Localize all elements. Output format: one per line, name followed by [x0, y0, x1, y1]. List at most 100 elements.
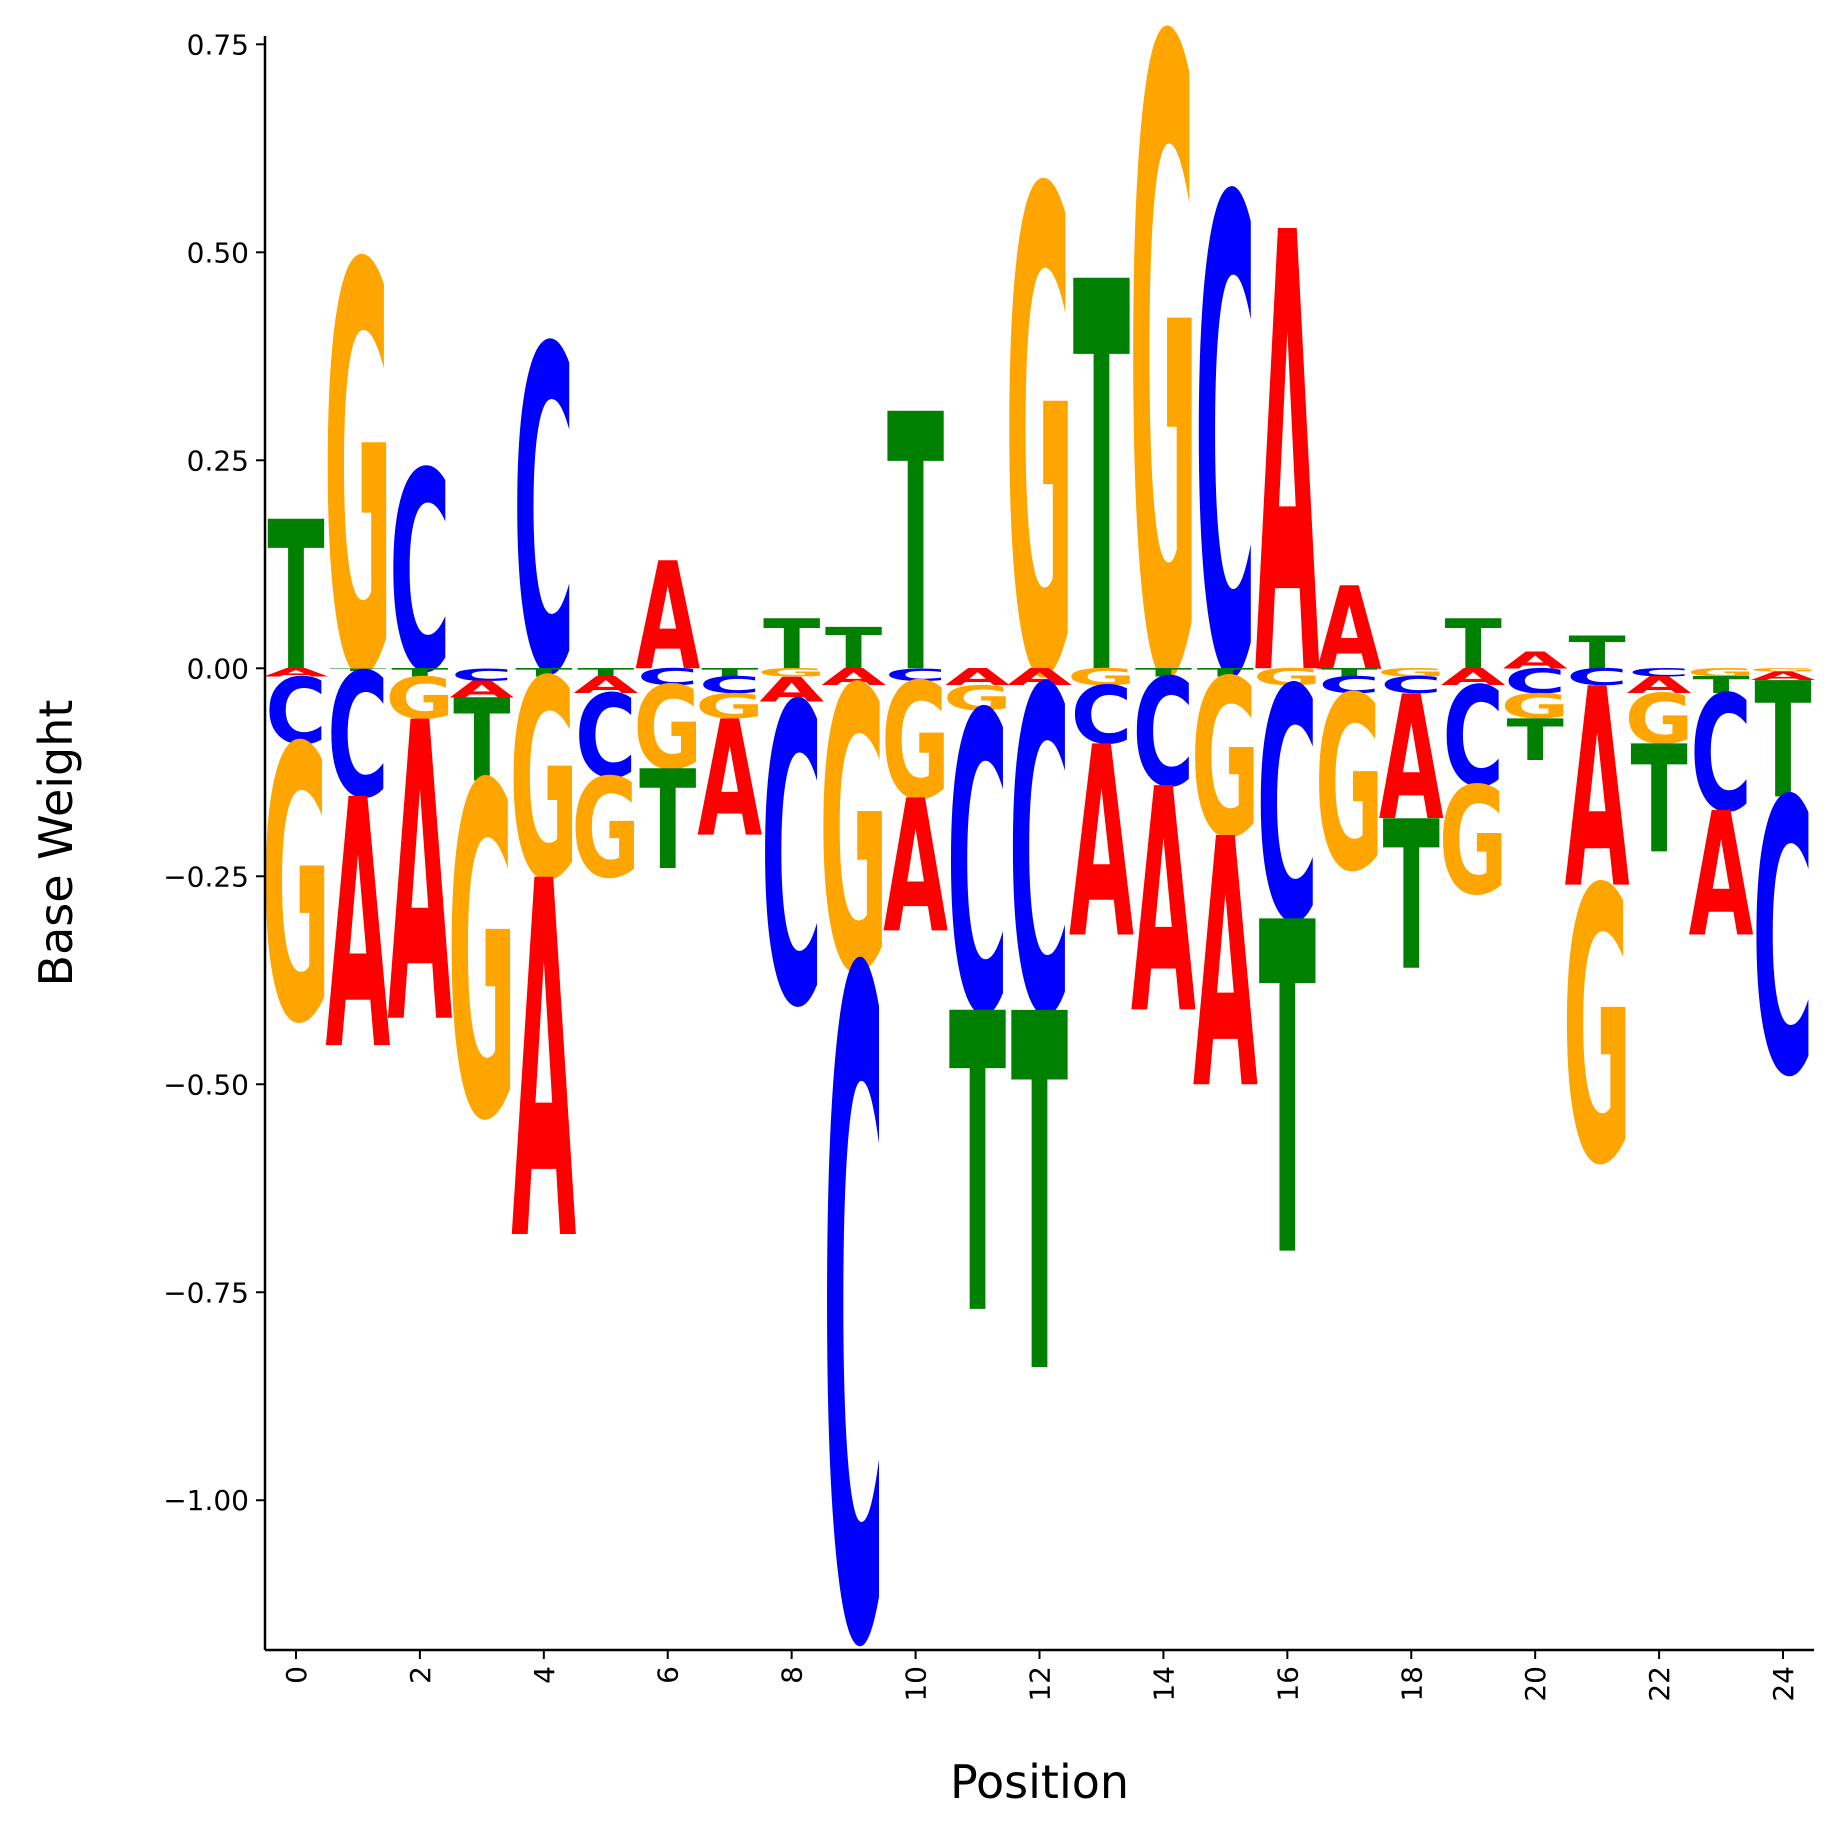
x-tick-label: 8	[776, 1666, 809, 1684]
logo-letter-C: C	[1195, 67, 1257, 823]
logo-letter-G: G	[1563, 811, 1632, 1249]
logo-letter-T: T	[515, 666, 572, 679]
logo-letter-A: A	[759, 671, 824, 711]
logo-letter-C: C	[1319, 672, 1381, 698]
logo-letter-T: T	[1011, 913, 1069, 1483]
logo-letter-T: T	[887, 341, 945, 752]
logo-letter-C: C	[1257, 622, 1319, 994]
logo-letter-C: C	[575, 670, 637, 803]
logo-letter-T: T	[1259, 829, 1317, 1359]
x-tick-label: 18	[1395, 1666, 1428, 1702]
logo-letter-T: T	[1754, 650, 1811, 835]
logo-letter-C: C	[1133, 648, 1195, 820]
y-tick-label: −1.00	[163, 1484, 249, 1517]
logo-letter-A: A	[1441, 664, 1507, 690]
logo-letter-C: C	[947, 628, 1009, 1106]
x-tick-label: 6	[652, 1666, 685, 1684]
logo-letter-A: A	[1503, 648, 1569, 674]
x-tick-label: 0	[280, 1666, 313, 1684]
logo-letter-T: T	[391, 666, 448, 679]
x-axis-ticks: 0 2 4 6 8 10 12 14 16 18 20 22 24	[280, 1650, 1800, 1702]
logo-letter-A: A	[1069, 691, 1134, 997]
logo-letter-G: G	[385, 665, 454, 732]
logo-letter-A: A	[1627, 672, 1693, 698]
logo-letter-C: C	[451, 665, 513, 685]
logo-letter-G: G	[1129, 0, 1198, 874]
logo-letter-T: T	[329, 668, 387, 672]
logo-letter-T: T	[453, 675, 510, 808]
logo-letter-A: A	[945, 664, 1011, 690]
logo-letter-A: A	[1007, 664, 1073, 690]
logo-letter-G: G	[695, 687, 764, 727]
logo-letter-A: A	[1751, 669, 1816, 682]
logo-letter-G: G	[1253, 664, 1322, 690]
logo-letter-G: G	[881, 651, 950, 836]
x-tick-label: 12	[1024, 1666, 1057, 1702]
y-tick-label: 0.50	[187, 236, 249, 269]
x-tick-label: 4	[528, 1666, 561, 1684]
logo-letter-T: T	[701, 666, 758, 679]
logo-letter-G: G	[1005, 57, 1074, 826]
logo-letter-G: G	[1501, 687, 1570, 727]
logo-letter-C: C	[637, 664, 699, 690]
x-tick-label: 24	[1767, 1666, 1800, 1702]
logo-letter-A: A	[264, 666, 329, 679]
x-axis-title: Position	[950, 1755, 1129, 1809]
logo-letter-C: C	[1071, 670, 1133, 763]
logo-letter-T: T	[825, 615, 882, 682]
logo-letter-C: C	[1009, 598, 1071, 1115]
logo-letter-T: T	[949, 928, 1007, 1406]
logo-letter-T: T	[639, 741, 696, 900]
logo-letter-C: C	[1566, 664, 1628, 690]
x-tick-label: 20	[1519, 1666, 1552, 1702]
logo-letter-G: G	[262, 670, 331, 1108]
logo-letter-T: T	[1692, 672, 1749, 698]
logo-letter-C: C	[327, 637, 389, 836]
y-tick-label: 0.75	[187, 28, 249, 61]
logo-letter-A: A	[1317, 562, 1382, 695]
y-axis-title: Base Weight	[29, 700, 83, 987]
logo-letter-T: T	[763, 606, 820, 686]
logo-letter-G: G	[1439, 756, 1508, 928]
logo-letter-G: G	[1315, 648, 1384, 926]
logo-letter-T: T	[1135, 666, 1192, 679]
logo-letter-T: T	[1631, 715, 1688, 887]
logo-letter-A: A	[511, 780, 576, 1350]
logo-letter-C: C	[513, 257, 575, 774]
logo-letter-A: A	[1379, 659, 1444, 858]
logo-letter-A: A	[1255, 108, 1320, 811]
logo-letter-T: T	[1383, 778, 1440, 1016]
logo-letter-C: C	[885, 665, 947, 685]
logo-letter-A: A	[1193, 767, 1258, 1165]
x-tick-label: 22	[1643, 1666, 1676, 1702]
logo-letter-A: A	[697, 688, 762, 873]
logo-letter-G: G	[509, 622, 578, 941]
logo-letter-C: C	[389, 414, 451, 733]
y-tick-label: −0.75	[163, 1276, 249, 1309]
logo-letter-A: A	[635, 532, 700, 704]
logo-letter-A: A	[1565, 630, 1630, 949]
x-tick-label: 14	[1147, 1666, 1180, 1702]
logo-letter-A: A	[1131, 726, 1196, 1083]
logo-letter-G: G	[571, 750, 640, 909]
logo-letter-A: A	[821, 664, 887, 690]
y-axis-ticks: 0.75 0.50 0.25 0.00 −0.25 −0.50 −0.75 −1.00	[163, 28, 265, 1517]
x-tick-label: 16	[1271, 1666, 1304, 1702]
logo-letter-C: C	[1504, 662, 1566, 702]
logo-letter-G: G	[447, 692, 516, 1222]
logo-letter-G: G	[1067, 664, 1136, 690]
logo-letter-T: T	[1507, 707, 1564, 774]
logo-letter-A: A	[449, 677, 515, 703]
logo-letter-G: G	[819, 610, 888, 1061]
y-tick-label: 0.25	[187, 444, 249, 477]
logo-letter-G: G	[1749, 667, 1818, 672]
logo-letter-G: G	[633, 662, 702, 795]
x-tick-label: 2	[404, 1666, 437, 1684]
logo-letter-T: T	[1321, 666, 1378, 679]
logo-letter-T: T	[577, 666, 634, 679]
logo-letter-G: G	[1625, 681, 1694, 761]
logo-letter-C: C	[1442, 658, 1504, 817]
logo-letter-C: C	[761, 620, 823, 1098]
